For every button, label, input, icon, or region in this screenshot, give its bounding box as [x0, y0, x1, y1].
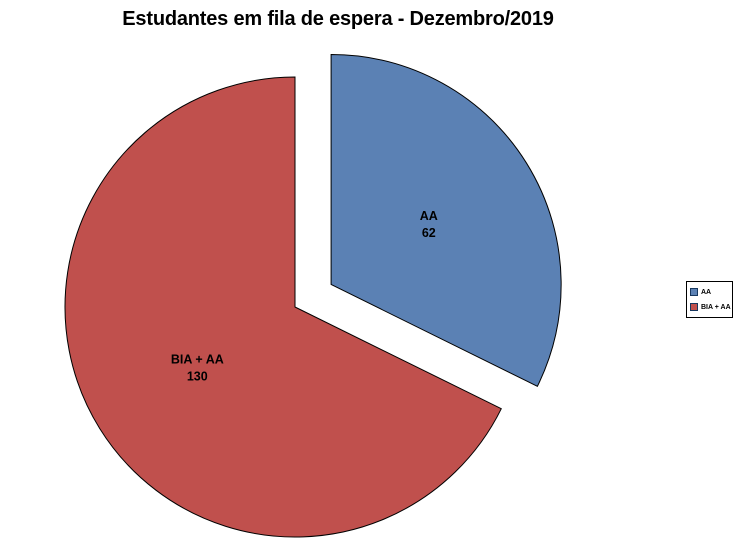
legend: AA BIA + AA	[686, 281, 733, 318]
legend-swatch-bia-aa-icon	[690, 303, 698, 311]
slice-label-bia-aa: BIA + AA 130	[171, 353, 224, 384]
legend-swatch-aa-icon	[690, 288, 698, 296]
pie-slice-aa	[330, 53, 562, 387]
legend-label-bia-aa: BIA + AA	[701, 303, 731, 311]
legend-entry-bia-aa: BIA + AA	[690, 303, 731, 311]
legend-entry-aa: AA	[690, 288, 729, 296]
legend-label-aa: AA	[701, 288, 712, 296]
chart-title: Estudantes em fila de espera - Dezembro/…	[122, 8, 554, 30]
pie-slice-bia-aa	[64, 76, 502, 538]
slice-label-aa: AA 62	[420, 209, 438, 240]
